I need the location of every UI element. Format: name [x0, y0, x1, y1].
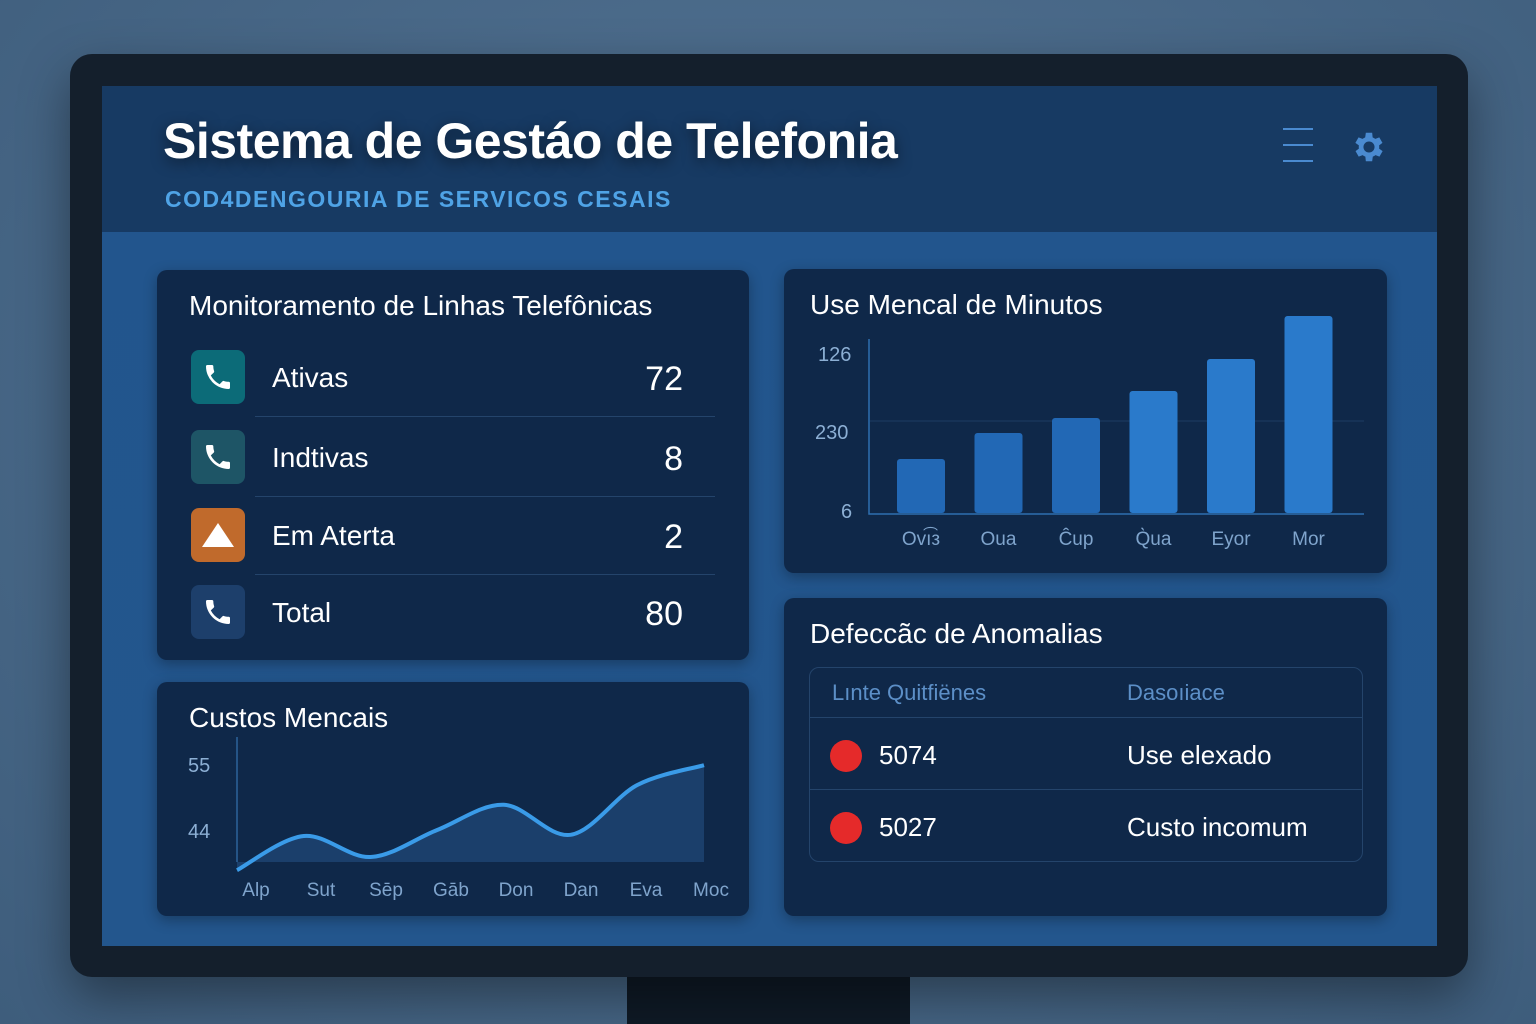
y-tick-label: 55: [188, 755, 211, 777]
page-subtitle: COD4DENGOURIA DE SERVICOS CESAIS: [165, 186, 672, 212]
bar[interactable]: [897, 459, 945, 513]
y-tick-label: 6: [841, 501, 853, 523]
line-number: 5027: [879, 812, 937, 842]
anomaly-description: Use elexado: [1127, 740, 1272, 770]
line-status-row[interactable]: Ativas 72: [191, 350, 715, 428]
x-tick-label: Gāb: [433, 880, 469, 901]
phone-icon: [191, 585, 245, 639]
anomaly-description: Custo incomum: [1127, 812, 1308, 842]
lines-monitoring-card: Monitoramento de Linhas Telefônicas Ativ…: [157, 270, 749, 660]
line-status-row[interactable]: Indtivas 8: [191, 430, 715, 508]
x-tick-label: Ĉup: [1058, 529, 1094, 550]
line-status-row[interactable]: Total 80: [191, 585, 715, 663]
page-title: Sistema de Gestáo de Telefonia: [163, 113, 898, 169]
status-count: 80: [645, 595, 683, 633]
status-label: Ativas: [272, 362, 349, 393]
anomaly-row[interactable]: 5074 Use elexado: [810, 717, 1362, 789]
x-tick-label: Q̀ua: [1135, 529, 1172, 550]
x-tick-label: Moc: [693, 880, 729, 901]
x-tick-label: Eva: [629, 880, 663, 901]
anomaly-row[interactable]: 5027 Custo incomum: [810, 789, 1362, 861]
x-tick-label: Eyor: [1211, 529, 1251, 550]
bar[interactable]: [974, 433, 1023, 513]
status-count: 2: [664, 518, 683, 556]
divider: [255, 416, 715, 417]
anomaly-detection-card: Defeccãc de Anomalias Lınte Quitfiënes D…: [784, 598, 1387, 916]
x-tick-label: Dan: [563, 880, 599, 901]
phone-icon: [191, 430, 245, 484]
x-tick-label: Alp: [242, 880, 270, 901]
x-tick-label: Mor: [1292, 529, 1325, 550]
x-tick-label: Don: [498, 880, 534, 901]
card-title: Use Mencal de Minutos: [810, 289, 1103, 320]
monitor-stand: [627, 970, 910, 1024]
column-header-description: Dasoıiace: [1127, 680, 1225, 705]
card-title: Custos Mencais: [189, 702, 389, 733]
y-tick-label: 44: [188, 821, 211, 843]
cost-line: [236, 763, 705, 872]
chart-axis: [868, 339, 1364, 515]
monthly-costs-card: Custos Mencais 55 44 Alp Sut Sēp Gāb Don Dan E…: [157, 682, 749, 916]
monthly-minutes-card: Use Mencal de Minutos 126 230 6 Ovı͡з Oua…: [784, 269, 1387, 573]
menu-icon[interactable]: [1283, 128, 1313, 164]
area-fill: [237, 765, 704, 871]
line-status-row[interactable]: Em Aterta 2: [191, 508, 715, 586]
status-label: Total: [272, 597, 332, 628]
alert-status-dot: [830, 812, 862, 844]
x-tick-label: Oua: [980, 529, 1017, 550]
column-header-line: Lınte Quitfiënes: [832, 680, 987, 705]
minutes-bar-chart: [868, 316, 1364, 515]
costs-line-chart: [236, 737, 705, 872]
card-title: Defeccãc de Anomalias: [810, 618, 1103, 649]
divider: [255, 574, 715, 575]
line-number: 5074: [879, 740, 937, 770]
card-title: Monitoramento de Linhas Telefônicas: [189, 290, 653, 321]
warning-icon: [191, 508, 245, 562]
status-label: Em Aterta: [272, 520, 395, 551]
alert-status-dot: [830, 740, 862, 772]
x-tick-label: Sut: [306, 880, 336, 901]
phone-icon: [191, 350, 245, 404]
gear-icon[interactable]: [1350, 128, 1388, 166]
status-count: 8: [664, 440, 683, 478]
bar[interactable]: [1129, 391, 1178, 513]
status-count: 72: [645, 360, 683, 398]
x-tick-label: Sēp: [369, 880, 403, 901]
status-label: Indtivas: [272, 442, 369, 473]
bar[interactable]: [1052, 418, 1100, 513]
bar[interactable]: [1284, 316, 1333, 513]
dashboard-screen: Sistema de Gestáo de Telefonia COD4DENGO…: [102, 86, 1437, 946]
anomaly-table: Lınte Quitfiënes Dasoıiace 5074 Use elex…: [809, 667, 1363, 862]
y-tick-label: 230: [815, 422, 849, 444]
bar[interactable]: [1207, 359, 1255, 513]
x-tick-label: Ovı͡з: [901, 529, 941, 550]
header: Sistema de Gestáo de Telefonia COD4DENGO…: [102, 86, 1437, 232]
y-tick-label: 126: [818, 344, 852, 366]
divider: [255, 496, 715, 497]
